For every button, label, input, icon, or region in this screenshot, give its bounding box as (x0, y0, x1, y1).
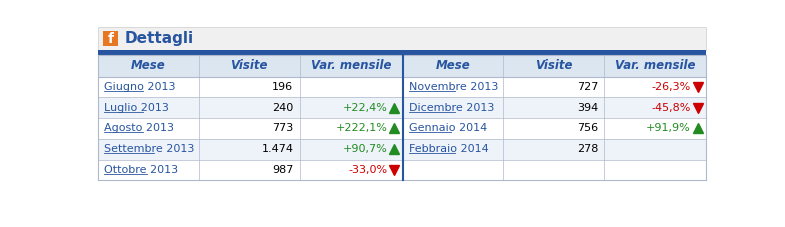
Text: -26,3%: -26,3% (652, 82, 691, 92)
Text: Var. mensile: Var. mensile (311, 59, 392, 72)
Bar (403, 139, 706, 160)
Bar (98, 55, 706, 76)
Text: 1.474: 1.474 (261, 144, 294, 154)
Text: +22,4%: +22,4% (342, 103, 387, 113)
Bar (403, 76, 706, 97)
Text: +90,7%: +90,7% (342, 144, 387, 154)
Text: 756: 756 (577, 123, 598, 133)
Bar (403, 160, 706, 180)
Text: -33,0%: -33,0% (348, 165, 387, 175)
Text: 773: 773 (272, 123, 294, 133)
Bar (403, 97, 706, 118)
Text: Mese: Mese (131, 59, 166, 72)
Text: Visite: Visite (535, 59, 572, 72)
Text: 196: 196 (272, 82, 294, 92)
Text: Febbraio 2014: Febbraio 2014 (409, 144, 488, 154)
Text: Settembre 2013: Settembre 2013 (104, 144, 195, 154)
Text: Gennaio 2014: Gennaio 2014 (409, 123, 487, 133)
Bar (403, 118, 706, 139)
Text: 727: 727 (577, 82, 598, 92)
Text: -45,8%: -45,8% (652, 103, 691, 113)
Text: Novembre 2013: Novembre 2013 (409, 82, 498, 92)
Text: Agosto 2013: Agosto 2013 (104, 123, 174, 133)
Bar (98, 118, 403, 139)
Bar (98, 160, 403, 180)
Text: Visite: Visite (231, 59, 268, 72)
Text: Giugno 2013: Giugno 2013 (104, 82, 176, 92)
Text: Dettagli: Dettagli (125, 31, 194, 46)
Text: +91,9%: +91,9% (646, 123, 691, 133)
Text: 394: 394 (577, 103, 598, 113)
Text: 278: 278 (577, 144, 598, 154)
Bar (98, 50, 706, 55)
Text: 240: 240 (272, 103, 294, 113)
Bar (98, 27, 706, 50)
Text: Luglio 2013: Luglio 2013 (104, 103, 170, 113)
Text: f: f (108, 32, 114, 46)
Bar (103, 31, 119, 47)
Bar (98, 97, 403, 118)
Text: +222,1%: +222,1% (335, 123, 387, 133)
Bar (98, 139, 403, 160)
Text: Var. mensile: Var. mensile (615, 59, 696, 72)
Text: 987: 987 (272, 165, 294, 175)
Text: Dicembre 2013: Dicembre 2013 (409, 103, 495, 113)
Text: Mese: Mese (436, 59, 470, 72)
Bar (98, 76, 403, 97)
Text: Ottobre 2013: Ottobre 2013 (104, 165, 178, 175)
